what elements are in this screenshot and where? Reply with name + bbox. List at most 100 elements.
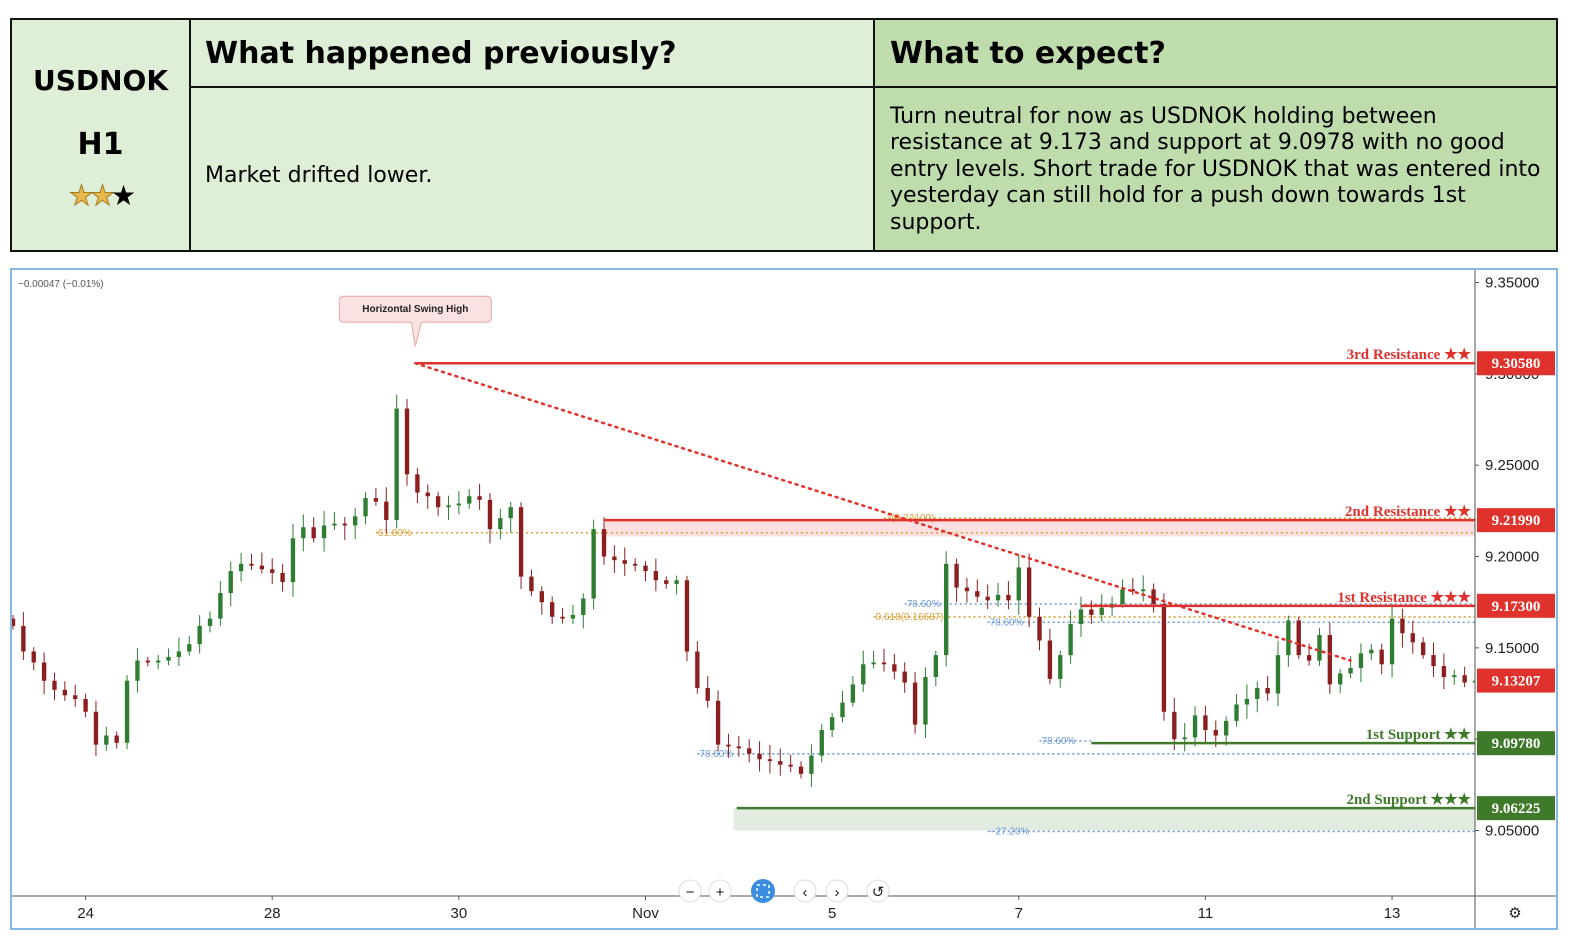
candle-body xyxy=(311,527,316,539)
candle xyxy=(321,510,327,552)
candle xyxy=(1265,676,1270,701)
candle-body xyxy=(321,525,327,539)
settings-icon[interactable]: ⚙ xyxy=(1508,905,1521,922)
candle xyxy=(581,593,586,629)
candle xyxy=(695,641,700,694)
candle-body xyxy=(1265,688,1270,694)
candle-body xyxy=(135,660,140,681)
candle xyxy=(1379,643,1384,675)
candle xyxy=(238,552,244,582)
candle xyxy=(881,648,887,672)
candle xyxy=(995,582,1001,607)
candle-body xyxy=(446,505,451,508)
scroll-right-button[interactable]: › xyxy=(825,879,849,903)
candle xyxy=(301,514,306,552)
candle xyxy=(166,648,171,666)
candle xyxy=(674,575,679,595)
candle xyxy=(653,558,659,592)
candle xyxy=(1244,684,1250,719)
candle-body xyxy=(228,571,233,594)
candle-body xyxy=(1420,642,1426,656)
candle-body xyxy=(1068,624,1073,656)
candle-body xyxy=(1058,655,1063,679)
candle xyxy=(373,488,379,506)
candle xyxy=(726,733,731,758)
candle-body xyxy=(653,571,659,581)
last-price-badge xyxy=(1477,668,1555,693)
candle-body xyxy=(549,602,555,617)
candle xyxy=(1089,600,1094,624)
candle-body xyxy=(1161,603,1167,712)
candle-body xyxy=(456,503,462,506)
candle-body xyxy=(415,474,420,493)
candle-body xyxy=(1389,618,1395,665)
candle xyxy=(819,724,824,763)
reset-button[interactable]: ↺ xyxy=(866,879,890,903)
candle-body xyxy=(384,501,389,520)
price-chart[interactable]: 61.80% 1(9.22100) 0.618(9.16687) 78.60% 78.6… xyxy=(12,270,1556,928)
support-label: 1st Support ★★ xyxy=(1366,727,1472,743)
candle-body xyxy=(1338,673,1343,685)
candle-body xyxy=(1026,567,1032,617)
candle xyxy=(549,596,555,624)
reset-icon: ↺ xyxy=(872,884,885,901)
candle-body xyxy=(560,616,565,619)
candle-body xyxy=(1213,730,1218,736)
candle xyxy=(975,579,980,603)
chart-panel[interactable]: 61.80% 1(9.22100) 0.618(9.16687) 78.60% 78.6… xyxy=(10,268,1558,930)
candle-body xyxy=(871,662,876,665)
candle-body xyxy=(591,529,596,599)
x-tick-label: 13 xyxy=(1384,905,1401,922)
candle-body xyxy=(1410,633,1415,643)
candle-body xyxy=(332,523,337,526)
candle xyxy=(311,517,316,543)
zoom-out-icon: − xyxy=(686,884,695,901)
candle xyxy=(1172,697,1177,751)
x-tick-label: 5 xyxy=(828,905,836,922)
candle xyxy=(954,558,959,603)
scroll-right-icon-bg xyxy=(825,879,849,903)
candle-body xyxy=(342,523,347,526)
candle xyxy=(809,744,814,787)
support-zone xyxy=(733,808,1475,831)
candle-body xyxy=(21,625,26,652)
candle xyxy=(1026,553,1032,628)
x-tick-label: 7 xyxy=(1015,905,1023,922)
resistance-zone xyxy=(604,520,1475,537)
candle-body xyxy=(674,580,679,584)
candle xyxy=(1006,581,1011,610)
zoom-out-button[interactable]: − xyxy=(678,879,702,903)
candle xyxy=(1234,694,1239,727)
candle-body xyxy=(1369,649,1374,654)
candle-body xyxy=(736,746,741,749)
candle xyxy=(1431,642,1436,677)
fit-screen-button[interactable] xyxy=(751,879,775,903)
candle-body xyxy=(1296,620,1301,656)
x-tick-label: 24 xyxy=(77,905,94,922)
candle xyxy=(798,761,804,779)
candle-body xyxy=(218,593,223,619)
candle-body xyxy=(778,761,783,765)
candle xyxy=(187,635,192,656)
candle xyxy=(985,584,990,610)
candle xyxy=(259,552,265,574)
zoom-out-icon-bg xyxy=(678,879,702,903)
candle-body xyxy=(1089,609,1094,615)
zoom-in-button[interactable]: + xyxy=(708,879,732,903)
candle-body xyxy=(207,618,213,626)
candle-body xyxy=(1192,715,1198,738)
candle-body xyxy=(1234,704,1239,721)
reset-icon-bg xyxy=(866,879,890,903)
candle-body xyxy=(12,618,16,626)
exp-header: What to expect? xyxy=(873,18,1558,88)
candle-body xyxy=(1379,649,1384,665)
candle xyxy=(1400,608,1405,648)
candle-body xyxy=(881,662,887,665)
candle-body xyxy=(477,496,482,500)
candle xyxy=(1182,723,1187,752)
scroll-left-button[interactable]: ‹ xyxy=(793,879,817,903)
candle-body xyxy=(124,680,130,743)
x-tick-label: 11 xyxy=(1198,905,1214,922)
candle-body xyxy=(83,698,88,712)
candle xyxy=(1078,596,1084,637)
